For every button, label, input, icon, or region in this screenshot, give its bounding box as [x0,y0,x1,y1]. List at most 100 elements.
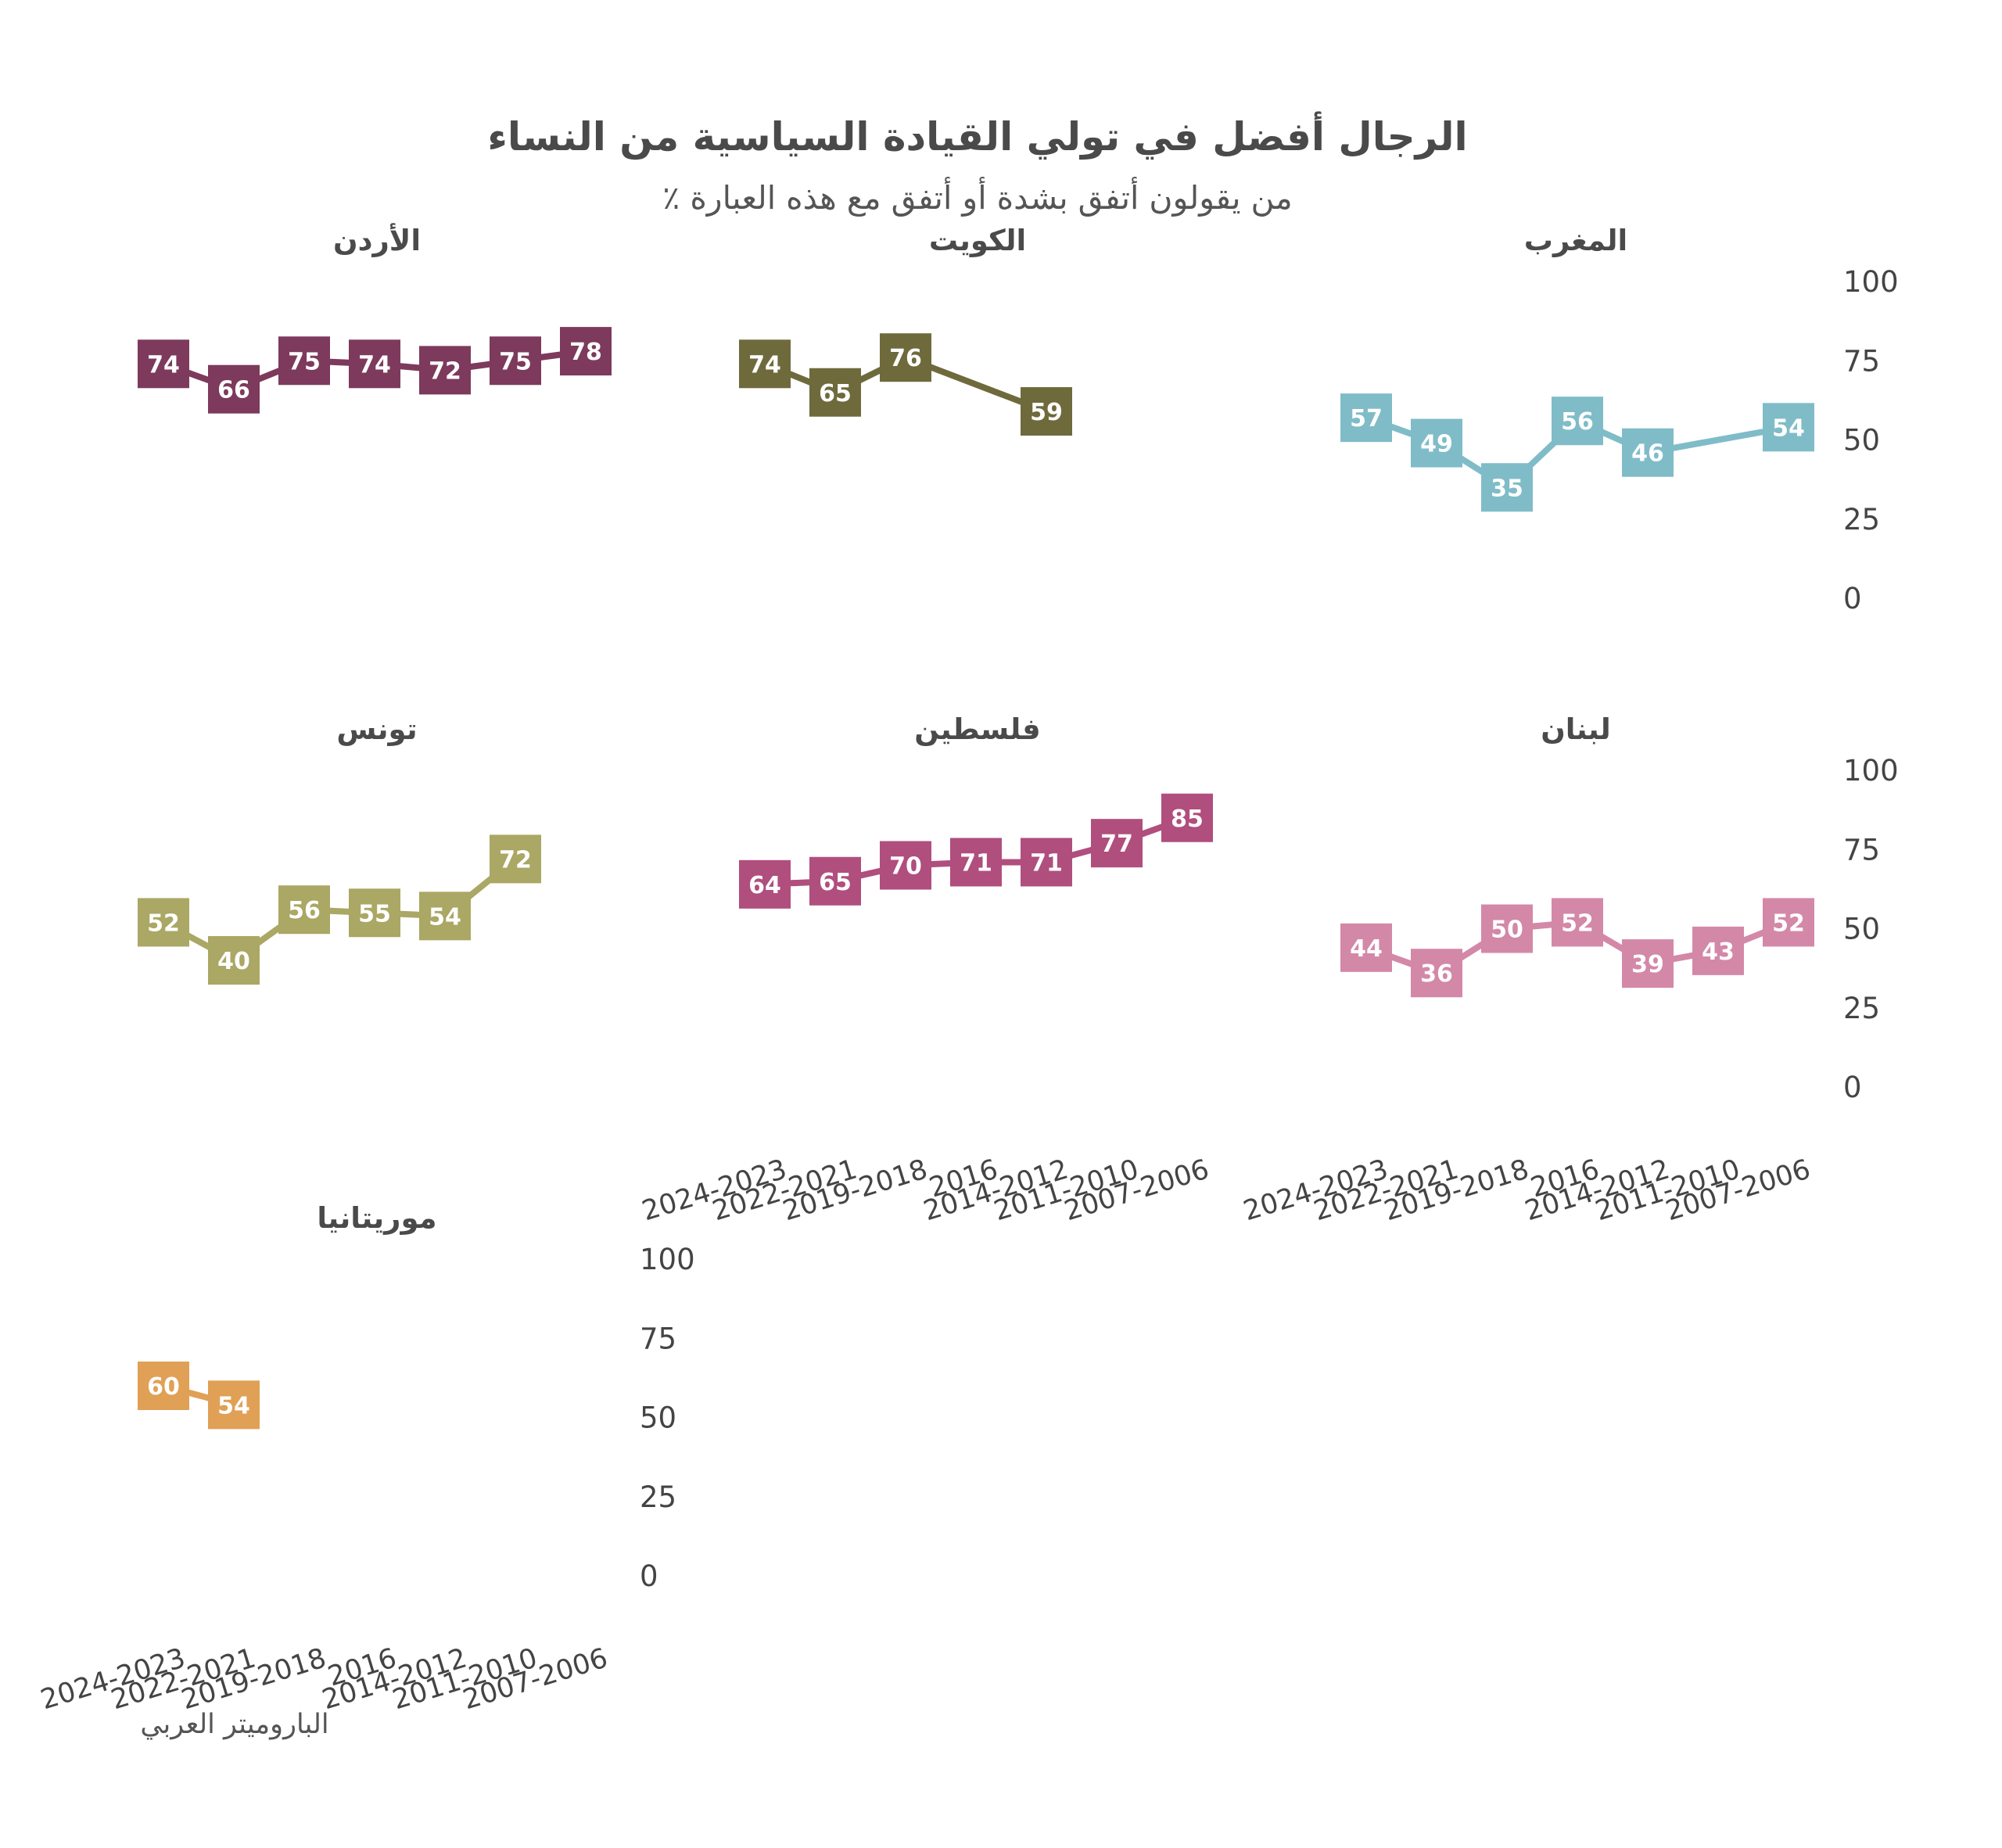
series-line [762,354,1049,415]
data-point [560,327,612,376]
data-point [419,892,471,941]
panel-title: تونس [336,712,417,746]
data-label: 56 [288,897,321,924]
panel: المغرب 57 49 35 56 46 54 [1340,224,1814,512]
data-point [1481,463,1533,512]
panel-title: الكويت [929,224,1026,257]
data-label: 70 [889,853,922,881]
data-label: 35 [1491,475,1523,502]
data-point [208,936,260,985]
y-tick-label: 25 [1843,992,1880,1025]
data-label: 76 [889,345,922,372]
x-tick-label: 2019-2018 [178,1642,329,1716]
data-point [1340,393,1392,443]
chart-subtitle: ٪ من يقولون أتفق بشدة أو أتفق مع هذه الع… [662,177,1292,217]
y-tick-label: 0 [1843,1071,1862,1104]
y-tick-label: 50 [1843,424,1880,458]
x-tick-label: 2007-2006 [1662,1154,1814,1227]
panel: لبنان 44 36 50 52 39 43 52 [1340,712,1814,998]
data-label: 65 [819,380,852,407]
data-point [739,339,791,389]
data-label: 43 [1702,938,1735,966]
data-point [1021,838,1072,887]
y-tick-label: 100 [1843,265,1899,299]
panel: الأردن 74 66 75 74 72 75 78 [138,222,612,414]
data-label: 74 [147,351,180,379]
data-label: 46 [1631,440,1664,468]
data-point [1481,904,1533,953]
panel: تونس 52 40 56 55 54 72 [138,712,541,985]
data-label: 72 [429,357,461,385]
panel: الكويت 74 65 76 59 [739,224,1072,436]
x-tick-label: 2019-2018 [779,1154,931,1227]
panel-title: المغرب [1524,224,1627,257]
data-point [1692,926,1744,975]
data-label: 54 [1772,414,1805,442]
data-label: 40 [217,948,250,975]
data-label: 50 [1491,917,1523,944]
y-tick-label: 0 [640,1559,658,1593]
data-label: 85 [1171,806,1204,833]
data-label: 56 [1561,408,1594,436]
data-label: 64 [748,872,781,899]
data-point [1763,403,1814,452]
data-label: 66 [217,377,250,404]
data-label: 60 [147,1373,180,1401]
chart-title: الرجال أفضل في تولي القيادة السياسية من … [487,111,1467,160]
y-tick-label: 0 [1843,582,1862,615]
y-tick-label: 50 [1843,913,1880,946]
y-tick-label: 25 [640,1480,676,1514]
x-tick-label: 2007-2006 [1060,1154,1212,1227]
y-tick-label: 75 [1843,344,1880,378]
data-label: 72 [499,846,532,874]
panel-title: الأردن [333,222,421,257]
data-point [490,336,541,386]
panel-title: موريتانيا [317,1201,436,1235]
y-tick-label: 100 [640,1243,695,1276]
panel-title: فلسطين [914,712,1040,746]
panel: موريتانيا 60 54 [138,1201,437,1430]
data-label: 39 [1631,951,1664,978]
data-label: 57 [1350,405,1383,432]
data-label: 71 [1030,849,1063,877]
data-label: 74 [358,351,391,379]
data-point [1411,949,1462,998]
data-label: 52 [1772,910,1805,937]
data-label: 55 [358,900,391,928]
data-point [809,856,861,906]
data-label: 49 [1420,431,1453,458]
data-point [419,346,471,395]
data-point [1622,428,1674,477]
data-label: 52 [1561,910,1594,937]
data-point [880,333,931,382]
y-tick-label: 75 [640,1322,676,1355]
data-point [278,885,330,935]
data-label: 65 [819,869,852,896]
data-label: 75 [499,348,532,375]
data-label: 36 [1420,960,1453,988]
y-tick-label: 100 [1843,754,1899,788]
data-label: 44 [1350,935,1383,963]
panels-group: 1007550250100755025010075502502024-20232… [37,222,1898,1716]
data-point [1340,923,1392,972]
data-label: 78 [569,339,602,366]
data-point [880,841,931,890]
data-point [809,368,861,417]
data-point [1552,397,1603,446]
data-point [138,898,189,947]
data-point [138,339,189,389]
y-tick-label: 50 [640,1401,676,1435]
x-tick-label: 2019-2018 [1380,1154,1532,1227]
data-point [349,339,400,389]
data-label: 77 [1100,831,1133,858]
panel: فلسطين 64 65 70 71 71 77 85 [739,712,1213,909]
data-point [1161,793,1213,842]
data-point [278,336,330,386]
data-point [1552,898,1603,947]
data-label: 75 [288,348,321,375]
data-label: 54 [429,903,461,931]
data-point [490,834,541,884]
data-point [1091,819,1143,868]
data-label: 74 [748,351,781,379]
